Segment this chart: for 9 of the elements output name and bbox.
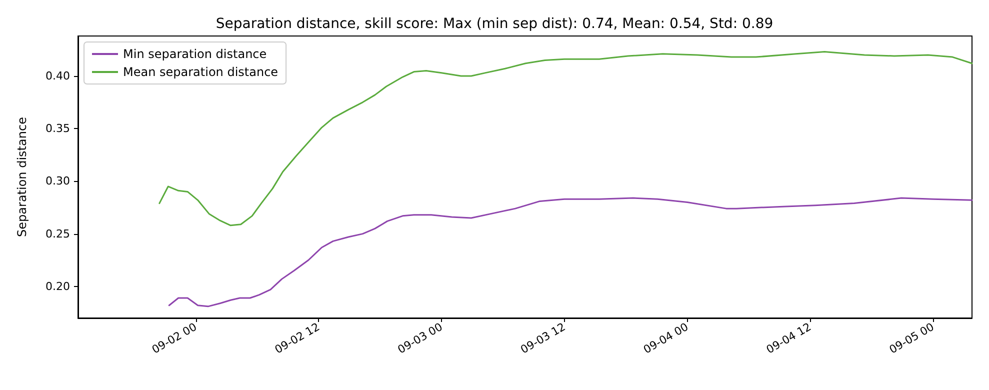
y-tick-label: 0.20 (46, 280, 70, 293)
y-tick-label: 0.35 (46, 122, 70, 136)
y-tick-label: 0.30 (46, 174, 70, 188)
y-tick-label: 0.40 (46, 69, 70, 82)
chart-title: Separation distance, skill score: Max (min sep dist): 0.74, Mean: 0.54, Std: 0.89 (216, 16, 774, 32)
y-tick-label: 0.25 (46, 227, 70, 240)
legend-label: Mean separation distance (123, 65, 278, 79)
y-axis-title: Separation distance (15, 117, 29, 237)
legend-label: Min separation distance (123, 47, 267, 61)
